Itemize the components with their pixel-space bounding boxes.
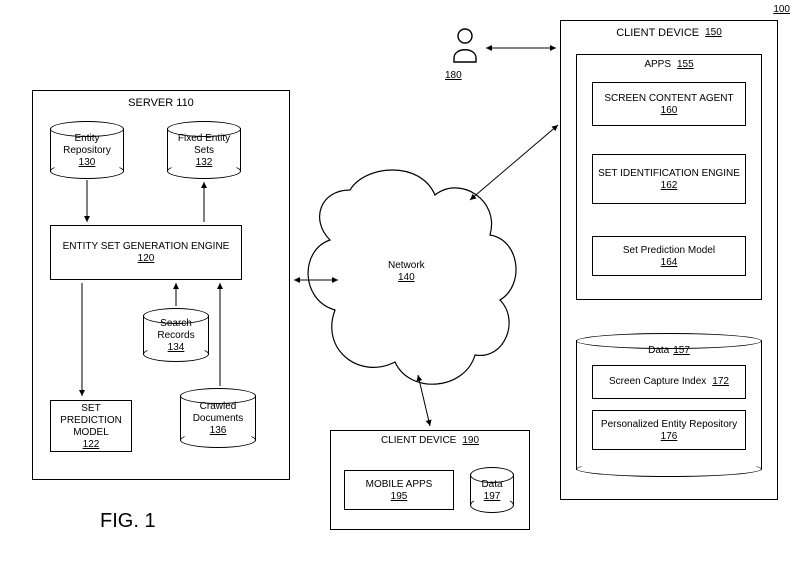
entity-repo-ref: 130 — [79, 157, 96, 168]
server-title: SERVER 110 — [128, 97, 194, 109]
apps-ref: 155 — [677, 59, 694, 71]
arrow-network-client150 — [470, 125, 558, 200]
client190-ref: 190 — [462, 435, 479, 447]
fixed-sets-ref: 132 — [196, 157, 213, 168]
network-label-group: Network 140 — [388, 260, 425, 283]
mobile-apps-ref: 195 — [391, 491, 408, 502]
spm-client-label: Set Prediction Model — [623, 245, 715, 257]
network-label: Network — [388, 260, 425, 272]
set-prediction-model-server: SET PREDICTION MODEL 122 — [50, 400, 132, 452]
engine-ref: 120 — [138, 253, 155, 264]
entity-repository-cylinder: Entity Repository 130 — [50, 128, 124, 172]
data-157-cylinder: Data 157 — [576, 340, 762, 470]
data-157-title: Data — [648, 345, 669, 357]
sie-label: SET IDENTIFICATION ENGINE — [598, 168, 740, 180]
entity-set-generation-engine: ENTITY SET GENERATION ENGINE 120 — [50, 225, 242, 280]
entity-repo-label: Entity Repository — [51, 133, 123, 157]
search-records-label: Search Records — [144, 318, 208, 342]
screen-content-agent: SCREEN CONTENT AGENT 160 — [592, 82, 746, 126]
crawled-docs-label: Crawled Documents — [181, 401, 255, 425]
client150-ref: 150 — [705, 27, 722, 39]
apps-title-row: APPS 155 — [644, 59, 693, 71]
sci-row: Screen Capture Index 172 — [609, 376, 729, 388]
sie-ref: 162 — [661, 180, 678, 191]
sca-label: SCREEN CONTENT AGENT — [604, 93, 733, 105]
per-ref: 176 — [661, 431, 678, 442]
data-197-ref: 197 — [484, 491, 501, 502]
personalized-entity-repo: Personalized Entity Repository 176 — [592, 410, 746, 450]
sci-ref: 172 — [712, 376, 729, 388]
mobile-apps-label: MOBILE APPS — [366, 479, 433, 491]
client150-title: CLIENT DEVICE — [616, 27, 699, 39]
spm-client-ref: 164 — [661, 257, 678, 268]
user-icon — [454, 29, 476, 62]
search-records-cylinder: Search Records 134 — [143, 315, 209, 355]
data-157-ref: 157 — [673, 345, 690, 357]
mobile-apps: MOBILE APPS 195 — [344, 470, 454, 510]
spm-server-ref: 122 — [83, 439, 100, 450]
sci-label: Screen Capture Index — [609, 376, 706, 388]
arrow-network-client190 — [418, 375, 430, 426]
spm-server-label: SET PREDICTION MODEL — [51, 403, 131, 439]
client150-title-row: CLIENT DEVICE 150 — [616, 27, 722, 39]
user-ref: 180 — [445, 70, 462, 81]
set-prediction-model-client: Set Prediction Model 164 — [592, 236, 746, 276]
screen-capture-index: Screen Capture Index 172 — [592, 365, 746, 399]
sca-ref: 160 — [661, 105, 678, 116]
per-label: Personalized Entity Repository — [601, 419, 737, 431]
network-ref: 140 — [388, 272, 425, 283]
engine-label: ENTITY SET GENERATION ENGINE — [63, 241, 230, 253]
system-reference: 100 — [773, 4, 790, 15]
apps-title: APPS — [644, 59, 671, 71]
figure-label: FIG. 1 — [100, 510, 156, 533]
client190-title-row: CLIENT DEVICE 190 — [381, 435, 479, 447]
search-records-ref: 134 — [168, 342, 185, 353]
fixed-entity-sets-cylinder: Fixed Entity Sets 132 — [167, 128, 241, 172]
data-157-title-row: Data 157 — [577, 345, 761, 357]
data-197-label: Data — [481, 479, 502, 491]
fixed-sets-label: Fixed Entity Sets — [168, 133, 240, 157]
data-197-cylinder: Data 197 — [470, 474, 514, 506]
crawled-documents-cylinder: Crawled Documents 136 — [180, 395, 256, 441]
crawled-docs-ref: 136 — [210, 425, 227, 436]
set-identification-engine: SET IDENTIFICATION ENGINE 162 — [592, 154, 746, 204]
client190-title: CLIENT DEVICE — [381, 435, 456, 447]
